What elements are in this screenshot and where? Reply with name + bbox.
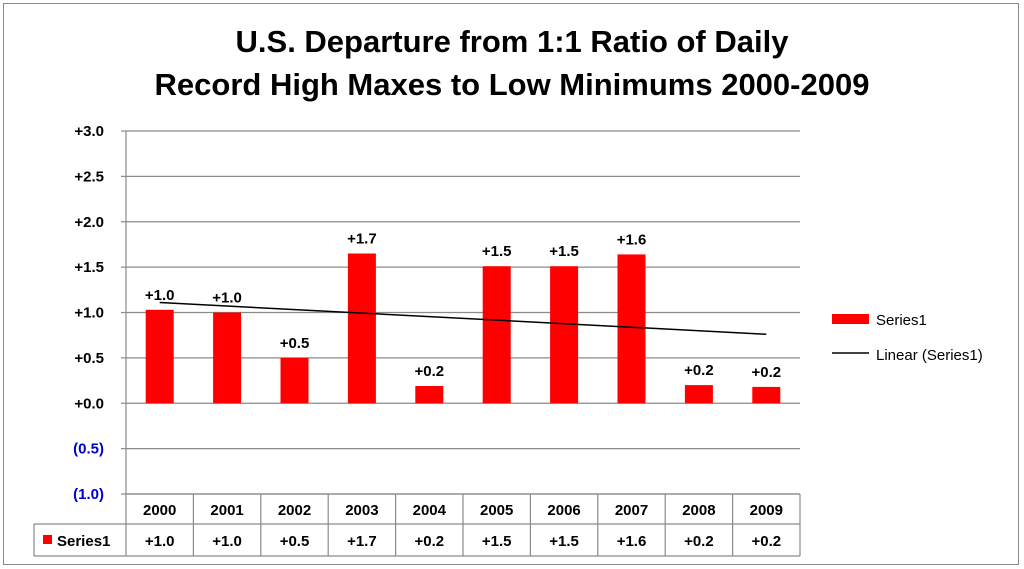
trendline-group	[159, 301, 767, 336]
table-value: +1.5	[549, 533, 579, 550]
bar	[482, 266, 511, 404]
y-tick-label: (1.0)	[73, 486, 104, 503]
bar	[145, 309, 174, 404]
table-value: +1.0	[212, 533, 242, 550]
bar	[280, 357, 309, 404]
legend-label-trendline: Linear (Series1)	[876, 347, 983, 364]
bar	[617, 254, 646, 404]
table-value: +0.5	[280, 533, 310, 550]
table-series-name: Series1	[57, 533, 110, 550]
y-axis-ticks: +3.0 +2.5 +2.0 +1.5 +1.0 +0.5 +0.0 (0.5) (1.0)	[73, 123, 104, 503]
table-value: +1.5	[482, 533, 512, 550]
y-tick-label: +1.0	[74, 305, 104, 322]
category-label: 2000	[143, 502, 176, 519]
data-labels: +1.0 +1.0 +0.5 +1.7 +0.2 +1.5 +1.5 +1.6 +0.2 +0.2	[145, 231, 781, 381]
y-tick-label: +0.0	[74, 395, 104, 412]
y-tick-label: +3.0	[74, 123, 104, 140]
data-label: +1.5	[549, 243, 579, 260]
category-label: 2002	[278, 502, 311, 519]
legend: Series1 Linear (Series1)	[832, 312, 983, 364]
data-table: 2000 +1.0 2001 +1.0 2002 +0.5 2003 +1.7 2004 +0.2…	[33, 493, 801, 557]
bars	[145, 253, 781, 404]
data-label: +0.5	[280, 335, 310, 352]
data-label: +1.5	[482, 243, 512, 260]
bar	[550, 266, 579, 404]
title-line-1: U.S. Departure from 1:1 Ratio of Daily	[236, 24, 790, 59]
table-value: +0.2	[751, 533, 781, 550]
chart-title: U.S. Departure from 1:1 Ratio of Daily R…	[155, 24, 870, 102]
data-label: +0.2	[751, 364, 781, 381]
table-value: +1.6	[617, 533, 647, 550]
chart-frame	[3, 3, 1019, 565]
category-label: 2008	[682, 502, 715, 519]
legend-swatch-series1	[832, 314, 869, 324]
table-value: +1.0	[145, 533, 175, 550]
y-tick-label: +2.5	[74, 168, 104, 185]
y-tick-label: +1.5	[74, 259, 104, 276]
data-label: +0.2	[684, 362, 714, 379]
legend-label-series1: Series1	[876, 312, 927, 329]
bar	[415, 386, 444, 404]
y-tick-label: +0.5	[74, 350, 104, 367]
bar	[752, 386, 781, 404]
data-label: +1.0	[212, 290, 242, 307]
y-tick-label: +2.0	[74, 214, 104, 231]
category-label: 2009	[750, 502, 783, 519]
y-tick-label: (0.5)	[73, 441, 104, 458]
title-line-2: Record High Maxes to Low Minimums 2000-2…	[155, 67, 870, 102]
bar	[213, 312, 242, 404]
table-value: +0.2	[414, 533, 444, 550]
data-label: +1.6	[617, 231, 647, 248]
category-label: 2004	[413, 502, 447, 519]
data-label: +1.7	[347, 231, 377, 248]
data-label: +0.2	[414, 363, 444, 380]
category-label: 2003	[345, 502, 378, 519]
bar	[347, 253, 376, 404]
category-label: 2006	[547, 502, 580, 519]
category-label: 2001	[210, 502, 243, 519]
category-label: 2007	[615, 502, 648, 519]
trendline	[159, 301, 767, 336]
table-value: +1.7	[347, 533, 377, 550]
bar	[684, 385, 713, 404]
table-value: +0.2	[684, 533, 714, 550]
table-series-key	[43, 535, 52, 544]
category-label: 2005	[480, 502, 513, 519]
data-label: +1.0	[145, 287, 175, 304]
